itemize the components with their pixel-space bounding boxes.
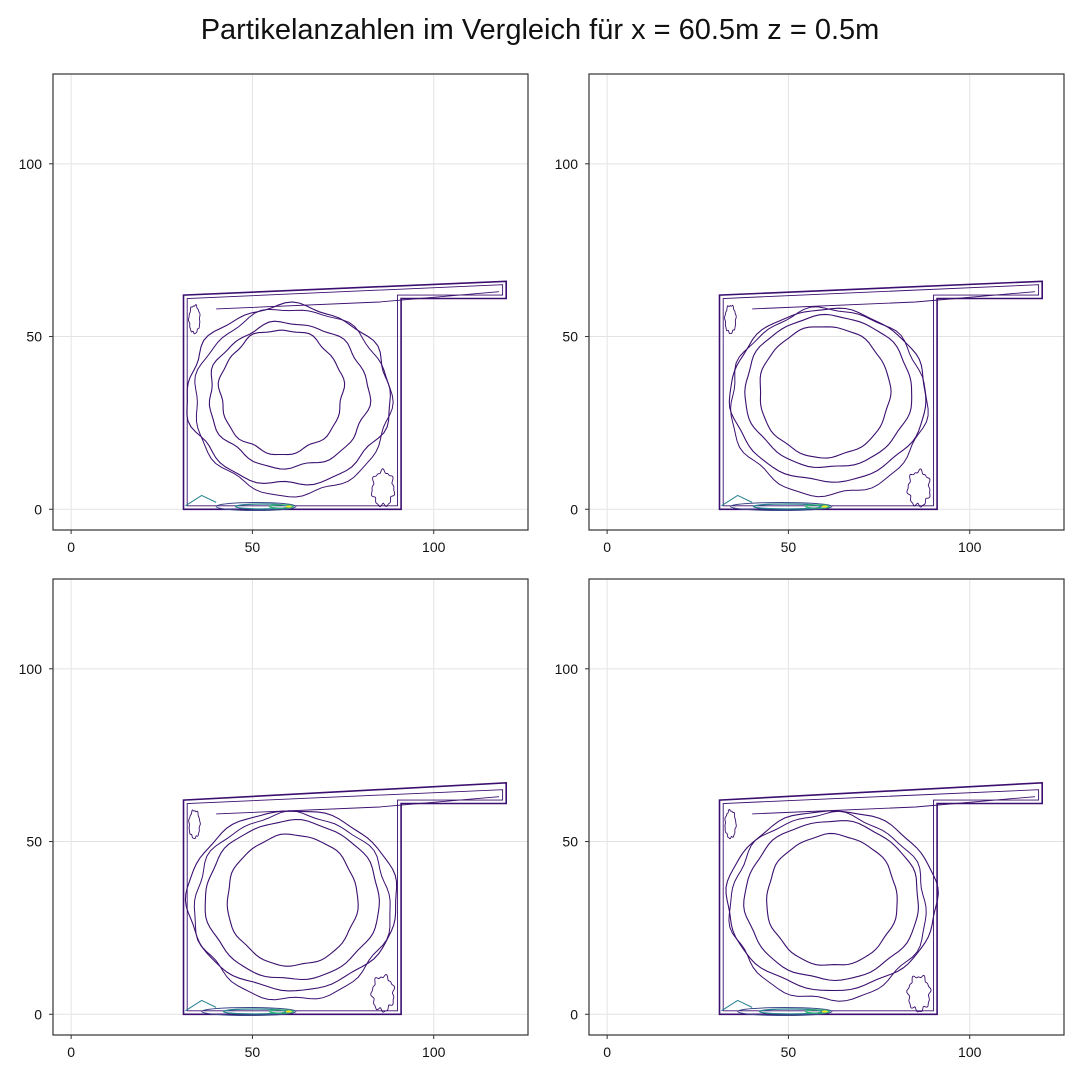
vortex-contour-ring — [744, 313, 913, 468]
plot-frame — [52, 73, 529, 531]
page-title: Partikelanzahlen im Vergleich für x = 60… — [200, 14, 880, 46]
domain-inner-contour — [722, 284, 1040, 507]
outer-contour-loop — [730, 306, 929, 498]
domain-inner-contour — [722, 789, 1040, 1012]
floor-contour-mid — [729, 502, 833, 512]
corner-contour-teal — [721, 494, 753, 507]
corner-eddy-contour — [188, 809, 201, 840]
y-tick-label: 50 — [26, 834, 42, 850]
y-tick-label: 50 — [562, 329, 578, 345]
floor-contour-peak — [821, 1010, 828, 1013]
floor-contour-mid — [737, 1007, 833, 1017]
floor-contour-peak — [285, 505, 292, 508]
x-tick-label: 50 — [245, 539, 261, 555]
vortex-contour-ring — [217, 329, 346, 456]
corner-contour-teal — [721, 999, 753, 1012]
vortex-contour-ring — [759, 326, 892, 459]
channel-contour — [216, 291, 500, 310]
vortex-contour-ring — [186, 301, 391, 486]
floor-contour-mid — [201, 1007, 297, 1017]
vortex-contour-ring — [725, 810, 939, 992]
y-tick-label: 0 — [34, 501, 42, 517]
domain-inner-contour — [186, 284, 504, 507]
chart-panel-top-left: 0 50 100 0 50 100 — [19, 73, 529, 555]
corner-eddy-contour — [371, 468, 396, 508]
y-tick-label: 0 — [570, 501, 578, 517]
y-tick-label: 50 — [562, 834, 578, 850]
x-tick-label: 100 — [958, 539, 982, 555]
outer-contour-loop — [728, 810, 927, 1002]
x-tick-label: 0 — [67, 539, 75, 555]
domain-outline-contour — [718, 280, 1044, 511]
floor-contour-peak — [821, 505, 828, 508]
vortex-contour-ring — [766, 832, 898, 966]
corner-contour-teal — [185, 494, 217, 507]
domain-inner-contour — [186, 789, 504, 1012]
domain-outline-contour — [182, 280, 508, 511]
corner-eddy-contour — [724, 304, 737, 335]
floor-contour-peak — [285, 1010, 292, 1013]
x-tick-label: 100 — [422, 539, 446, 555]
domain-outline-contour — [718, 781, 1044, 1016]
corner-eddy-contour — [724, 808, 737, 840]
plot-frame — [588, 578, 1065, 1036]
plot-frame — [52, 578, 529, 1036]
y-tick-label: 100 — [19, 156, 43, 172]
channel-contour — [752, 796, 1036, 815]
outer-contour-loop — [194, 308, 394, 498]
floor-contour-green — [268, 1009, 295, 1014]
y-tick-label: 0 — [34, 1006, 42, 1022]
corner-eddy-contour — [188, 304, 201, 335]
floor-contour-mid — [215, 502, 297, 512]
channel-contour — [752, 291, 1036, 310]
x-tick-label: 50 — [781, 1044, 797, 1060]
x-tick-label: 100 — [958, 1044, 982, 1060]
corner-eddy-contour — [906, 468, 931, 508]
vortex-contour-ring — [728, 307, 927, 483]
vortex-contour-ring — [204, 818, 380, 981]
y-tick-label: 100 — [19, 661, 43, 677]
corner-eddy-contour — [370, 973, 396, 1013]
domain-outline-contour — [182, 781, 508, 1016]
channel-contour — [216, 796, 500, 815]
y-tick-label: 100 — [555, 156, 579, 172]
x-tick-label: 0 — [603, 1044, 611, 1060]
chart-panel-bottom-left: 0 50 100 0 50 100 — [19, 578, 529, 1060]
chart-panel-top-right: 0 50 100 0 50 100 — [555, 73, 1065, 555]
x-tick-label: 50 — [245, 1044, 261, 1060]
x-tick-label: 100 — [422, 1044, 446, 1060]
y-tick-label: 0 — [570, 1006, 578, 1022]
y-tick-label: 50 — [26, 329, 42, 345]
vortex-contour-ring — [208, 320, 372, 470]
x-tick-label: 0 — [603, 539, 611, 555]
floor-contour-green — [268, 504, 295, 509]
corner-contour-teal — [185, 999, 217, 1012]
chart-panel-bottom-right: 0 50 100 0 50 100 — [555, 578, 1065, 1060]
floor-contour-teal — [752, 503, 822, 510]
y-tick-label: 100 — [555, 661, 579, 677]
plot-frame — [588, 73, 1065, 531]
floor-contour-green — [804, 1009, 831, 1014]
corner-eddy-contour — [906, 974, 932, 1013]
x-tick-label: 50 — [781, 539, 797, 555]
outer-contour-loop — [193, 810, 391, 1001]
x-tick-label: 0 — [67, 1044, 75, 1060]
vortex-contour-ring — [743, 820, 919, 982]
floor-contour-green — [804, 504, 831, 509]
vortex-contour-ring — [226, 833, 359, 967]
vortex-contour-ring — [184, 810, 398, 992]
